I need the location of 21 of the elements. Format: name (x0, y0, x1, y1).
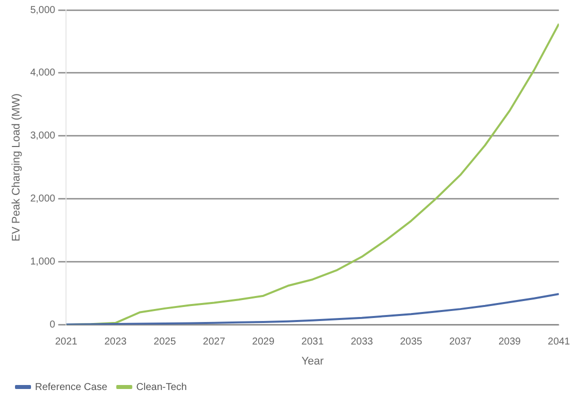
x-tick-label: 2029 (252, 336, 275, 348)
y-tick-label: 3,000 (30, 130, 56, 142)
x-tick-label: 2031 (301, 336, 324, 348)
y-tick-label: 2,000 (30, 194, 56, 205)
x-tick-label: 2041 (548, 336, 570, 348)
y-tick-label: 0 (50, 320, 56, 331)
x-tick-label: 2025 (154, 336, 176, 348)
y-tick-label: 5,000 (30, 4, 56, 16)
legend-label: Clean-Tech (136, 382, 187, 393)
x-tick-label: 2021 (55, 336, 78, 348)
x-tick-label: 2037 (449, 336, 472, 348)
x-tick-label: 2023 (104, 336, 128, 348)
x-tick-label: 2033 (350, 336, 374, 348)
y-axis-title: EV Peak Charging Load (MW) (10, 93, 23, 242)
legend-label: Reference Case (35, 382, 108, 393)
x-tick-label: 2035 (400, 336, 423, 348)
y-tick-label: 4,000 (30, 68, 56, 79)
x-tick-label: 2039 (498, 336, 522, 348)
x-axis-title: Year (301, 355, 324, 368)
x-tick-label: 2027 (202, 336, 226, 348)
y-tick-label: 1,000 (30, 256, 56, 268)
